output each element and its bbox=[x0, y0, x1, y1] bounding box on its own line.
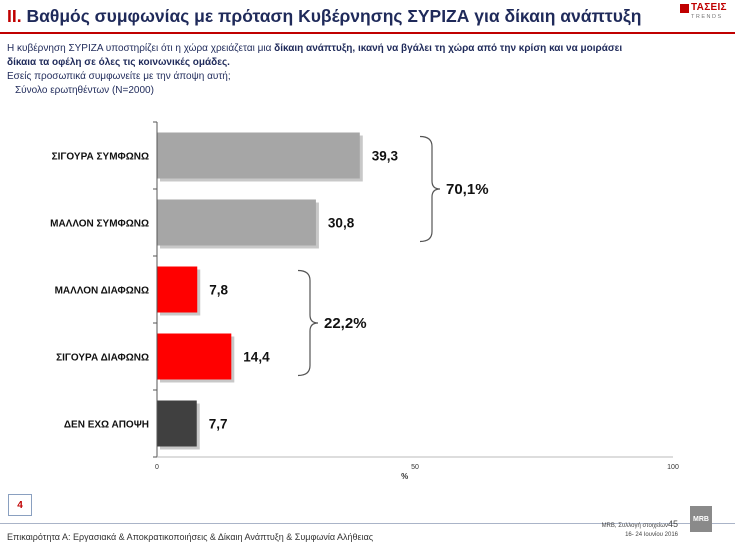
bar bbox=[157, 400, 197, 447]
x-tick-label: 0 bbox=[155, 464, 159, 471]
chart-labels: ΣΙΓΟΥΡΑ ΣΥΜΦΩΝΩ 39,3 ΜΑΛΛΟΝ ΣΥΜΦΩΝΩ 30,8 ΜΑΛ… bbox=[50, 149, 398, 432]
bar bbox=[157, 132, 360, 179]
title-text: Βαθμός συμφωνίας με πρόταση Κυβέρνησης Σ… bbox=[26, 6, 642, 26]
category-label: ΔΕΝ ΕΧΩ ΑΠΟΨΗ bbox=[64, 420, 149, 431]
footer-source-line: MRB, Συλλογή στοιχείων bbox=[601, 523, 668, 529]
chart-bars bbox=[157, 132, 363, 450]
question-line-1-bold: δίκαιη ανάπτυξη, ικανή να βγάλει τη χώρα… bbox=[274, 43, 623, 54]
title-number: II. bbox=[7, 6, 22, 26]
category-label: ΣΙΓΟΥΡΑ ΔΙΑΦΩΝΩ bbox=[56, 353, 149, 364]
value-label: 39,3 bbox=[372, 149, 399, 164]
bar bbox=[157, 333, 232, 380]
footer-page-number: 45 bbox=[667, 519, 678, 529]
footer-divider bbox=[0, 523, 735, 524]
category-label: ΜΑΛΛΟΝ ΔΙΑΦΩΝΩ bbox=[55, 286, 149, 297]
question-text: Η κυβέρνηση ΣΥΡΙΖΑ υποστηρίζει ότι η χώρ… bbox=[7, 42, 697, 98]
footer-date: 16- 24 Ιουνίου 2016 bbox=[625, 532, 678, 538]
x-tick-label: 50 bbox=[411, 464, 419, 471]
logo-mark-icon bbox=[680, 4, 689, 13]
x-axis-unit: % bbox=[401, 472, 408, 481]
logo-name: ΤΑΣΕΙΣ bbox=[691, 2, 727, 13]
bar bbox=[157, 199, 316, 246]
footer-source: MRB, Συλλογή στοιχείων45 16- 24 Ιουνίου … bbox=[570, 520, 678, 540]
mrb-logo: MRB bbox=[690, 506, 712, 532]
chart-brackets: 70,1% 22,2% bbox=[297, 135, 489, 377]
page-number-box: 4 bbox=[8, 494, 32, 516]
tasis-logo: ΤΑΣΕΙΣ TRENDS bbox=[680, 2, 730, 26]
sample-size: Σύνολο ερωτηθέντων (Ν=2000) bbox=[15, 85, 154, 96]
category-label: ΣΙΓΟΥΡΑ ΣΥΜΦΩΝΩ bbox=[52, 152, 149, 163]
question-line-3: Εσείς προσωπικά συμφωνείτε με την άποψη … bbox=[7, 71, 231, 82]
logo-subtitle: TRENDS bbox=[691, 14, 723, 20]
group-total-label: 22,2% bbox=[324, 315, 367, 332]
value-label: 7,7 bbox=[209, 417, 228, 432]
group-total-label: 70,1% bbox=[446, 181, 489, 198]
value-label: 7,8 bbox=[209, 283, 228, 298]
question-line-1: Η κυβέρνηση ΣΥΡΙΖΑ υποστηρίζει ότι η χώρ… bbox=[7, 42, 697, 56]
category-label: ΜΑΛΛΟΝ ΣΥΜΦΩΝΩ bbox=[50, 219, 149, 230]
title-divider bbox=[0, 32, 735, 34]
bar bbox=[157, 266, 198, 313]
chart-axis: 0 50 100% bbox=[153, 121, 679, 481]
question-line-1-plain: Η κυβέρνηση ΣΥΡΙΖΑ υποστηρίζει ότι η χώρ… bbox=[7, 43, 275, 54]
group-bracket bbox=[297, 269, 319, 377]
footer-topic: Επικαιρότητα Α: Εργασιακά & Αποκρατικοπο… bbox=[7, 532, 374, 542]
group-bracket bbox=[419, 135, 441, 243]
question-line-2: δίκαια τα οφέλη σε όλες τις κοινωνικές ο… bbox=[7, 57, 230, 68]
value-label: 14,4 bbox=[243, 350, 270, 365]
value-label: 30,8 bbox=[328, 216, 355, 231]
x-tick-label: 100 bbox=[667, 464, 679, 471]
slide-title: II. Βαθμός συμφωνίας με πρόταση Κυβέρνησ… bbox=[7, 6, 647, 27]
